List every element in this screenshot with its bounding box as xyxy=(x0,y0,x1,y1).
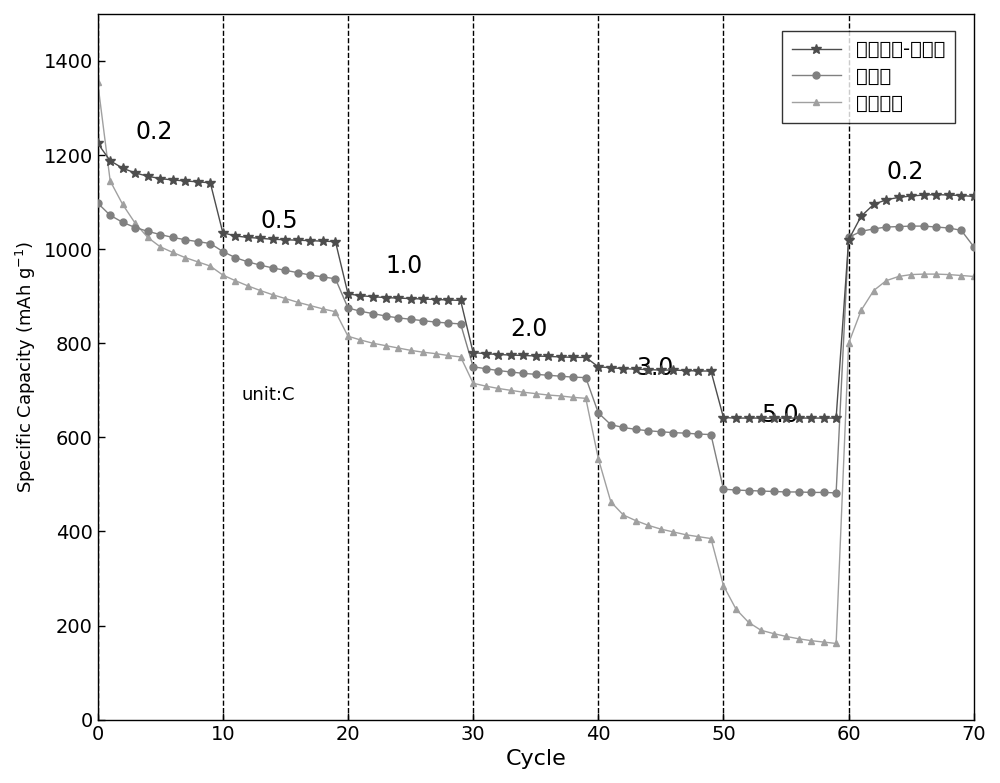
无阻挡层 xyxy=(930,269,942,279)
偏垄酸盐-碳纤维 xyxy=(768,413,780,423)
Text: 1.0: 1.0 xyxy=(386,254,423,278)
碳纤维 xyxy=(617,423,629,432)
Line: 偏垄酸盐-碳纤维: 偏垄酸盐-碳纤维 xyxy=(93,139,979,423)
偏垄酸盐-碳纤维 xyxy=(92,139,104,148)
碳纤维 xyxy=(968,242,980,251)
碳纤维 xyxy=(930,222,942,232)
Legend: 偏垄酸盐-碳纤维, 碳纤维, 无阻挡层: 偏垄酸盐-碳纤维, 碳纤维, 无阻挡层 xyxy=(782,31,955,123)
Text: unit:C: unit:C xyxy=(242,386,295,404)
Text: 0.5: 0.5 xyxy=(260,209,298,233)
Y-axis label: Specific Capacity (mAh g$^{-1}$): Specific Capacity (mAh g$^{-1}$) xyxy=(14,240,38,493)
无阻挡层 xyxy=(968,272,980,281)
偏垄酸盐-碳纤维 xyxy=(930,189,942,199)
无阻挡层 xyxy=(117,200,129,209)
无阻挡层 xyxy=(755,626,767,635)
偏垄酸盐-碳纤维 xyxy=(730,413,742,423)
偏垄酸盐-碳纤维 xyxy=(117,164,129,173)
无阻挡层 xyxy=(342,331,354,341)
碳纤维 xyxy=(342,303,354,312)
碳纤维 xyxy=(830,488,842,497)
Line: 无阻挡层: 无阻挡层 xyxy=(94,78,977,647)
无阻挡层 xyxy=(92,78,104,87)
偏垄酸盐-碳纤维 xyxy=(617,364,629,373)
Text: 0.2: 0.2 xyxy=(135,120,173,143)
偏垄酸盐-碳纤维 xyxy=(342,289,354,298)
Line: 碳纤维: 碳纤维 xyxy=(94,200,977,496)
无阻挡层 xyxy=(517,388,529,397)
无阻挡层 xyxy=(830,639,842,648)
Text: 3.0: 3.0 xyxy=(636,355,673,380)
碳纤维 xyxy=(117,218,129,227)
碳纤维 xyxy=(92,198,104,207)
偏垄酸盐-碳纤维 xyxy=(968,192,980,201)
碳纤维 xyxy=(517,369,529,378)
无阻挡层 xyxy=(617,511,629,520)
偏垄酸盐-碳纤维 xyxy=(517,351,529,360)
Text: 2.0: 2.0 xyxy=(511,317,548,341)
碳纤维 xyxy=(755,486,767,496)
Text: 5.0: 5.0 xyxy=(761,402,799,427)
Text: 0.2: 0.2 xyxy=(886,160,924,183)
X-axis label: Cycle: Cycle xyxy=(505,749,566,769)
